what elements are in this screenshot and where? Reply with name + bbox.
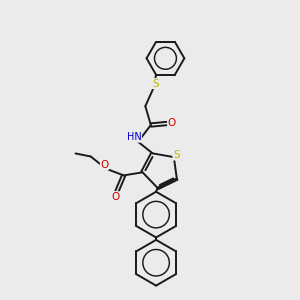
Text: S: S: [173, 150, 180, 160]
Text: O: O: [168, 118, 176, 128]
Text: O: O: [100, 160, 109, 170]
Text: HN: HN: [127, 132, 141, 142]
Text: S: S: [152, 79, 159, 88]
Text: O: O: [111, 192, 120, 202]
